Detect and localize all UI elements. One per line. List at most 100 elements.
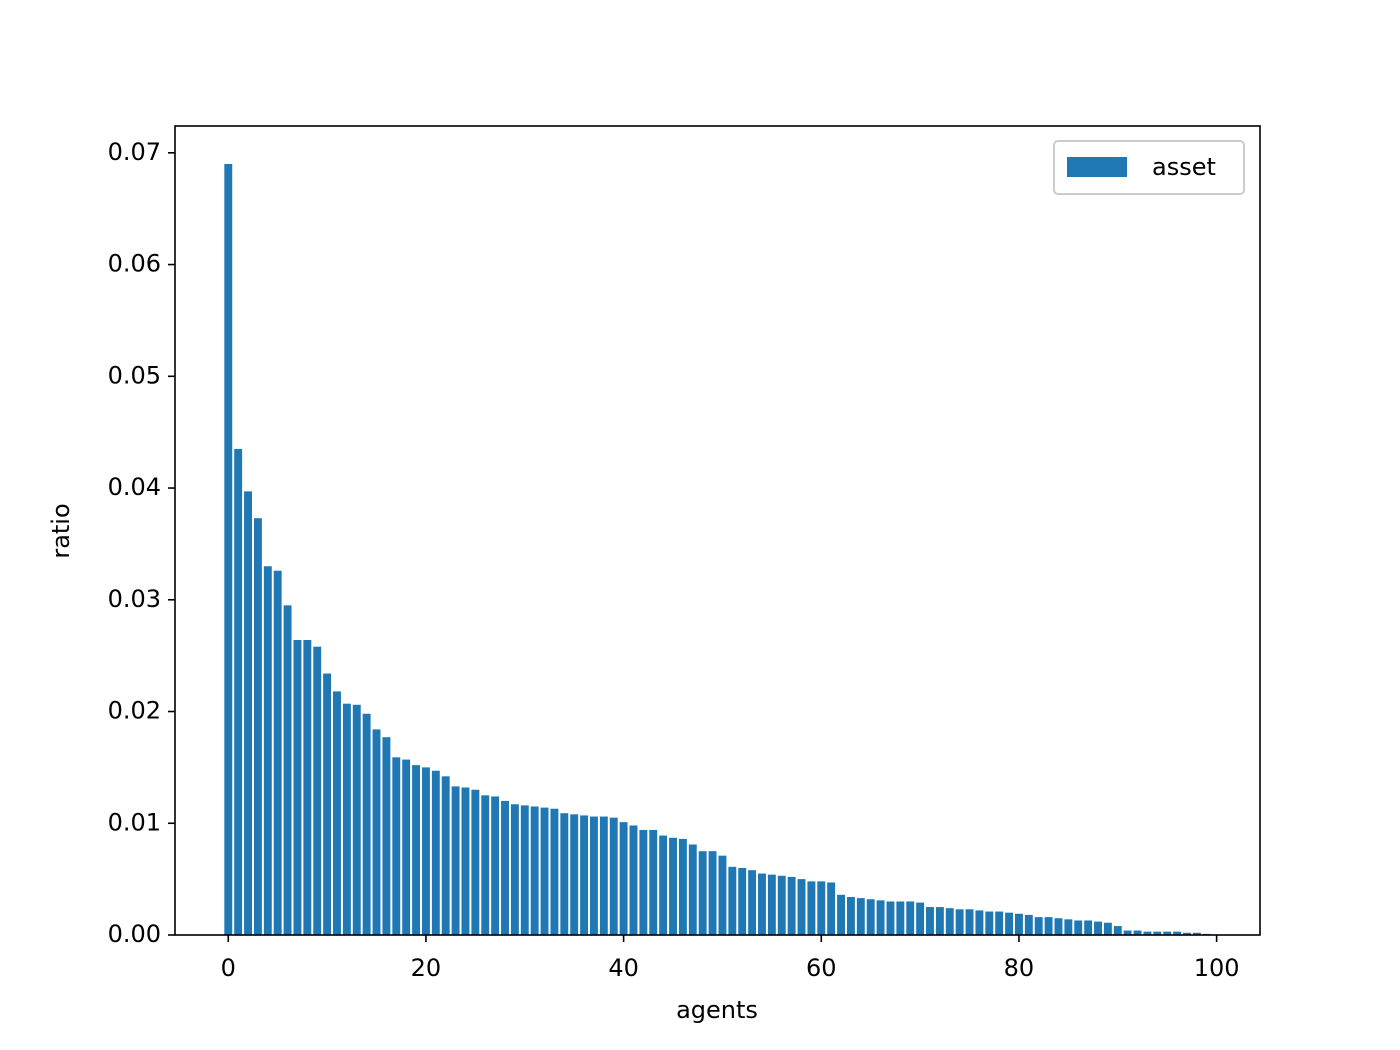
bar bbox=[767, 874, 776, 935]
bar bbox=[678, 838, 687, 935]
bar bbox=[441, 776, 450, 935]
bar bbox=[1014, 913, 1023, 935]
bar bbox=[758, 873, 766, 935]
bar bbox=[777, 875, 786, 935]
bar bbox=[837, 894, 845, 935]
legend-label: asset bbox=[1152, 153, 1216, 181]
bar bbox=[1094, 921, 1102, 935]
bar bbox=[580, 815, 589, 935]
bar bbox=[718, 855, 727, 935]
bar bbox=[965, 909, 974, 935]
bar bbox=[461, 787, 470, 935]
bar bbox=[708, 851, 717, 935]
bar bbox=[451, 786, 460, 935]
bar bbox=[412, 765, 421, 935]
bar bbox=[846, 897, 855, 935]
bar bbox=[698, 851, 707, 935]
bar bbox=[688, 844, 697, 935]
bar bbox=[995, 911, 1004, 935]
bar bbox=[955, 909, 964, 935]
bar bbox=[935, 907, 944, 935]
bar bbox=[510, 804, 519, 935]
bar bbox=[471, 789, 480, 935]
bar bbox=[619, 822, 628, 935]
bar bbox=[659, 835, 668, 935]
x-tick-label: 80 bbox=[1004, 954, 1035, 982]
bar bbox=[382, 737, 391, 935]
bar bbox=[303, 640, 312, 935]
bar bbox=[372, 729, 381, 935]
bar bbox=[431, 770, 440, 935]
bar bbox=[599, 816, 608, 935]
bar bbox=[926, 907, 934, 935]
bar bbox=[827, 882, 836, 935]
y-tick-label: 0.03 bbox=[108, 585, 161, 613]
y-tick-label: 0.05 bbox=[108, 361, 161, 389]
x-tick-label: 100 bbox=[1194, 954, 1240, 982]
bar bbox=[570, 814, 579, 935]
bar bbox=[738, 867, 747, 935]
bar bbox=[362, 713, 371, 935]
bar bbox=[916, 902, 925, 935]
bar bbox=[876, 900, 885, 935]
bar bbox=[787, 876, 796, 935]
bar bbox=[530, 806, 539, 935]
bar bbox=[520, 805, 529, 935]
bar bbox=[856, 898, 865, 935]
bar bbox=[866, 899, 875, 935]
x-tick-label: 20 bbox=[411, 954, 442, 982]
bar bbox=[293, 640, 302, 935]
y-tick-label: 0.02 bbox=[108, 697, 161, 725]
bar bbox=[501, 800, 509, 935]
bar bbox=[333, 691, 341, 935]
x-tick-label: 60 bbox=[806, 954, 837, 982]
x-axis-label: agents bbox=[676, 996, 758, 1024]
bar bbox=[975, 910, 984, 935]
y-tick-label: 0.04 bbox=[108, 473, 161, 501]
y-tick-label: 0.00 bbox=[108, 920, 161, 948]
bar bbox=[550, 808, 559, 935]
bar bbox=[590, 816, 598, 935]
x-tick-label: 40 bbox=[608, 954, 639, 982]
bar bbox=[1123, 930, 1132, 935]
legend-box bbox=[1053, 140, 1245, 195]
bar bbox=[253, 518, 262, 935]
y-tick-label: 0.07 bbox=[108, 138, 161, 166]
bar bbox=[669, 837, 677, 935]
bar bbox=[342, 703, 351, 935]
bar bbox=[649, 829, 658, 935]
bar bbox=[224, 163, 233, 936]
bar bbox=[273, 570, 282, 935]
bar bbox=[323, 673, 332, 935]
bar bbox=[481, 795, 490, 935]
bar bbox=[263, 566, 272, 935]
bar bbox=[540, 807, 549, 935]
bar bbox=[886, 901, 895, 935]
bar bbox=[1064, 919, 1073, 935]
bar bbox=[1044, 917, 1053, 935]
bar bbox=[1143, 931, 1152, 935]
bar bbox=[1163, 931, 1172, 935]
bar bbox=[1084, 920, 1093, 935]
bar bbox=[402, 759, 411, 935]
bar bbox=[906, 901, 915, 935]
bar bbox=[392, 757, 401, 935]
bar bbox=[1005, 912, 1014, 935]
bar bbox=[748, 870, 757, 935]
bar bbox=[244, 491, 252, 935]
bar bbox=[797, 879, 806, 935]
bar bbox=[313, 646, 322, 935]
bar bbox=[896, 901, 905, 935]
bar bbox=[1173, 931, 1182, 935]
bar bbox=[1024, 914, 1033, 935]
bar bbox=[985, 911, 994, 935]
legend-swatch bbox=[1067, 157, 1127, 177]
bar bbox=[491, 796, 500, 935]
bar bbox=[1054, 918, 1063, 935]
bar bbox=[1192, 932, 1201, 935]
bar bbox=[807, 881, 816, 935]
bar bbox=[1183, 932, 1191, 935]
bar bbox=[1133, 930, 1142, 935]
y-axis-label: ratio bbox=[47, 503, 75, 558]
